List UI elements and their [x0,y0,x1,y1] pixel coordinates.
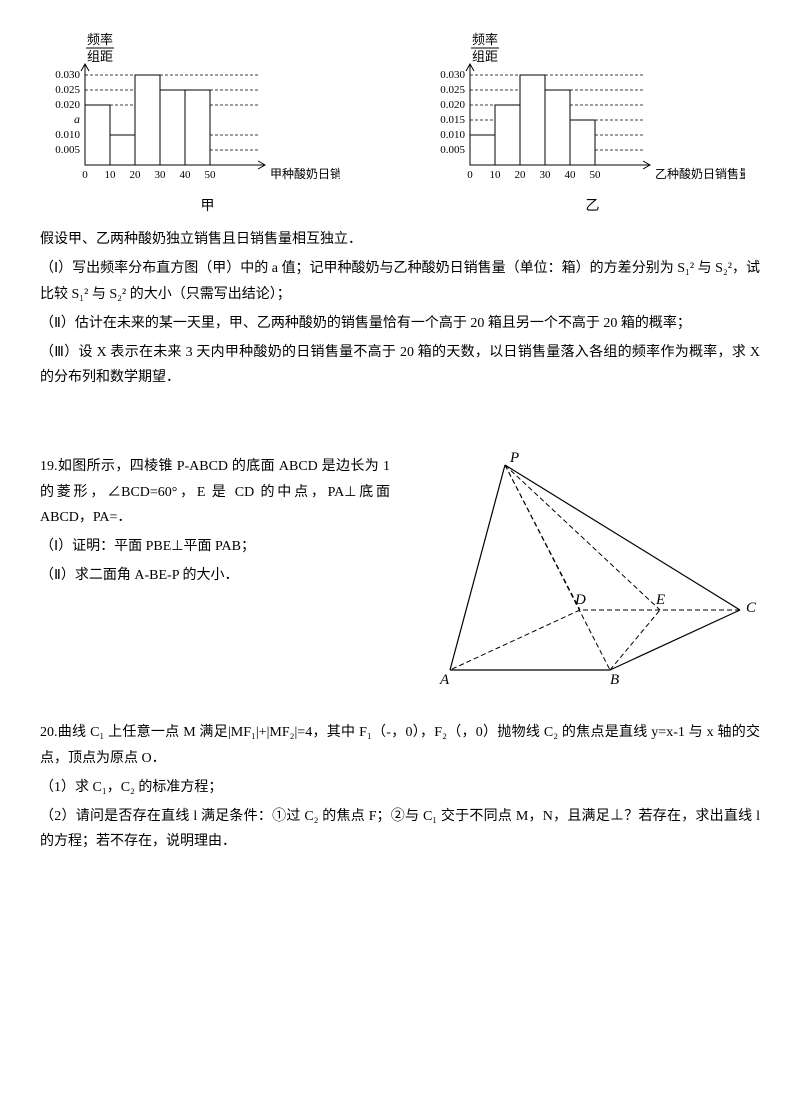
label-B: B [610,672,619,688]
chart2-ylabel-top: 频率 [472,32,498,47]
chart1-xlabel: 甲种酸奶日销售量/箱 [270,166,340,181]
chart1-xtick: 0 [82,169,88,181]
chart1-ytick: 0.025 [55,84,80,96]
chart1-ytick: 0.010 [55,129,80,141]
pyramid-svg: P A B C D E [410,450,760,690]
chart2-ylabel-bottom: 组距 [472,49,498,64]
chart-1-footer: 甲 [40,194,375,219]
chart2-xlabel: 乙种酸奶日销售量/箱 [655,166,745,181]
chart-1: 频率 组距 0.030 0.025 0.020 a 0.010 [40,30,375,190]
p18-part2: （Ⅱ）估计在未来的某一天里，甲、乙两种酸奶的销售量恰有一个高于 20 箱且另一个… [40,311,760,336]
label-A: A [439,672,450,688]
chart2-bar [520,75,545,165]
p20-intro: 20.曲线 C₁ 上任意一点 M 满足|MF₁|+|MF₂|=4，其中 F₁（-… [40,720,760,770]
edge-BC [610,610,740,670]
chart2-ytick: 0.025 [440,84,465,96]
chart-2-footer: 乙 [425,194,760,219]
chart1-xtick: 10 [105,169,117,181]
chart1-bar [185,90,210,165]
chart2-ytick: 0.010 [440,129,465,141]
chart2-xtick: 50 [590,169,602,181]
chart1-xtick: 40 [180,169,192,181]
chart1-ytick: 0.030 [55,69,80,81]
chart1-xtick: 20 [130,169,142,181]
p18-part3: （Ⅲ）设 X 表示在未来 3 天内甲种酸奶的日销售量不高于 20 箱的天数，以日… [40,340,760,390]
label-C: C [746,600,757,616]
problem-19: 19.如图所示，四棱锥 P-ABCD 的底面 ABCD 是边长为 1 的菱形，∠… [40,450,760,690]
chart2-xtick: 10 [490,169,502,181]
chart2-xtick: 20 [515,169,527,181]
edge-DA [450,610,580,670]
chart1-xtick: 50 [205,169,217,181]
p18-intro: 假设甲、乙两种酸奶独立销售且日销售量相互独立． [40,227,760,252]
chart2-xtick: 30 [540,169,552,181]
chart1-xtick: 30 [155,169,167,181]
chart2-ytick: 0.020 [440,99,465,111]
label-D: D [574,592,586,608]
chart1-bar [160,90,185,165]
problem-19-text: 19.如图所示，四棱锥 P-ABCD 的底面 ABCD 是边长为 1 的菱形，∠… [40,450,390,592]
edge-BE [610,610,660,670]
chart-1-container: 频率 组距 0.030 0.025 0.020 a 0.010 [40,30,375,219]
chart2-bar [570,120,595,165]
chart2-ytick: 0.015 [440,114,465,126]
p18-part1: （Ⅰ）写出频率分布直方图（甲）中的 a 值；记甲种酸奶与乙种酸奶日销售量（单位：… [40,256,760,306]
problem-20: 20.曲线 C₁ 上任意一点 M 满足|MF₁|+|MF₂|=4，其中 F₁（-… [40,720,760,854]
chart2-bar [470,135,495,165]
chart-2: 频率 组距 0.030 0.025 0.020 0.015 0.010 0.00… [425,30,760,190]
edge-PE [505,465,660,610]
edge-PD [505,465,580,610]
chart2-bar [495,105,520,165]
edge-PC [505,465,740,610]
p19-part1: （Ⅰ）证明：平面 PBE⊥平面 PAB； [40,534,390,559]
p20-part2: （2）请问是否存在直线 l 满足条件：①过 C₂ 的焦点 F；②与 C₁ 交于不… [40,804,760,854]
chart2-bar [545,90,570,165]
chart1-ylabel-bottom: 组距 [87,49,113,64]
chart2-xtick: 0 [467,169,473,181]
edge-PA [450,465,505,670]
p19-part2: （Ⅱ）求二面角 A-BE-P 的大小． [40,563,390,588]
p20-part1: （1）求 C₁，C₂ 的标准方程； [40,775,760,800]
label-E: E [655,592,665,608]
charts-row: 频率 组距 0.030 0.025 0.020 a 0.010 [40,30,760,219]
chart1-ytick: a [74,112,80,126]
problem-19-figure: P A B C D E [410,450,760,690]
chart1-ytick: 0.005 [55,144,80,156]
chart1-bar [85,105,110,165]
chart1-bar [110,135,135,165]
chart1-ylabel-top: 频率 [87,32,113,47]
chart1-ytick: 0.020 [55,99,80,111]
chart-2-container: 频率 组距 0.030 0.025 0.020 0.015 0.010 0.00… [425,30,760,219]
p19-intro: 19.如图所示，四棱锥 P-ABCD 的底面 ABCD 是边长为 1 的菱形，∠… [40,454,390,530]
chart-2-svg: 频率 组距 0.030 0.025 0.020 0.015 0.010 0.00… [425,30,745,190]
chart2-ytick: 0.030 [440,69,465,81]
chart2-xtick: 40 [565,169,577,181]
label-P: P [509,450,519,466]
chart2-ytick: 0.005 [440,144,465,156]
chart-1-svg: 频率 组距 0.030 0.025 0.020 a 0.010 [40,30,340,190]
chart1-bar [135,75,160,165]
